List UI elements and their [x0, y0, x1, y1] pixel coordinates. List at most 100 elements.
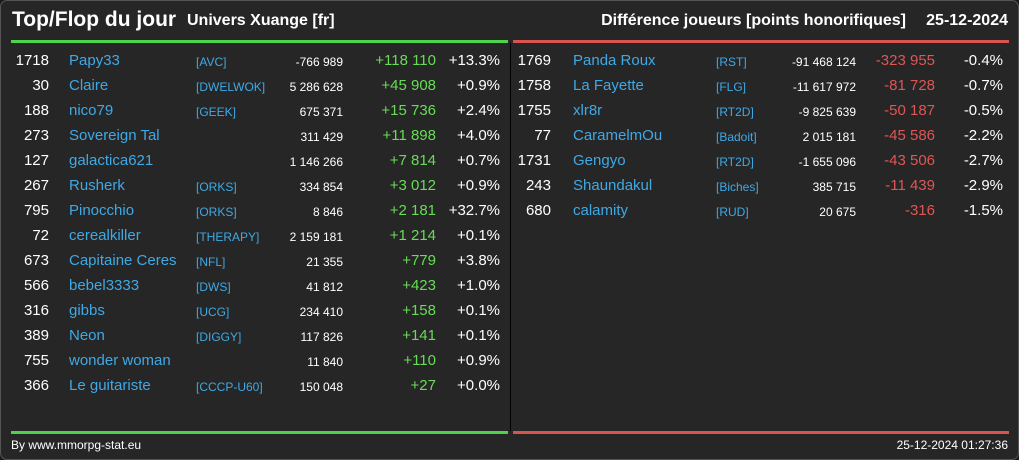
alliance-tag-link[interactable]: [ORKS] [196, 205, 237, 219]
points-difference: +11 898 [382, 127, 436, 144]
points-difference: +1 214 [389, 227, 436, 244]
player-rank: 188 [23, 102, 49, 119]
alliance-tag-link[interactable]: [DIGGY] [196, 330, 242, 344]
player-points: 675 371 [299, 105, 343, 119]
percent-change: +1.0% [457, 277, 500, 294]
flop-row: 1758 La Fayette [FLG] -11 617 972 -81 728 -0.… [513, 74, 1009, 99]
alliance-tag-link[interactable]: [Biches] [716, 180, 759, 194]
top-row: 755 wonder woman 11 840 +110 +0.9% [11, 349, 508, 374]
flop-table: 1769 Panda Roux [RST] -91 468 124 -323 955 -0… [513, 49, 1009, 224]
alliance-tag-link[interactable]: [RT2D] [716, 155, 754, 169]
points-difference: +15 736 [381, 102, 436, 119]
player-points: 334 854 [299, 180, 343, 194]
percent-change: +0.1% [457, 302, 500, 319]
player-name-link[interactable]: Capitaine Ceres [69, 252, 177, 269]
page-title: Top/Flop du jour [12, 8, 177, 31]
percent-change: -0.7% [963, 77, 1003, 94]
points-difference: +158 [402, 302, 436, 319]
column-divider [510, 43, 511, 431]
points-difference: -43 506 [884, 152, 935, 169]
points-difference: -81 728 [884, 77, 935, 94]
player-name-link[interactable]: bebel3333 [69, 277, 140, 294]
percent-change: -1.5% [963, 202, 1003, 219]
player-name-link[interactable]: Papy33 [69, 52, 120, 69]
percent-change: +3.8% [457, 252, 500, 269]
player-rank: 1769 [517, 52, 551, 69]
flop-row: 680 calamity [RUD] 20 675 -316 -1.5% [513, 199, 1009, 224]
top-row: 366 Le guitariste [CCCP-U60] 150 048 +27 +0.0… [11, 374, 508, 399]
player-name-link[interactable]: calamity [573, 202, 629, 219]
player-rank: 316 [23, 302, 49, 319]
player-name-link[interactable]: Shaundakul [573, 177, 653, 194]
player-name-link[interactable]: Sovereign Tal [69, 127, 160, 144]
alliance-tag-link[interactable]: [DWELWOK] [196, 80, 266, 94]
player-name-link[interactable]: wonder woman [69, 352, 171, 369]
alliance-tag-link[interactable]: [CCCP-U60] [196, 380, 263, 394]
player-name-link[interactable]: gibbs [69, 302, 105, 319]
alliance-tag-link[interactable]: [NFL] [196, 255, 226, 269]
player-name-link[interactable]: Pinocchio [69, 202, 135, 219]
player-points: 311 429 [300, 130, 344, 144]
percent-change: +0.9% [457, 352, 500, 369]
player-name-link[interactable]: nico79 [69, 102, 114, 119]
percent-change: +0.1% [457, 327, 500, 344]
player-name-link[interactable]: Panda Roux [573, 52, 656, 69]
percent-change: -2.9% [963, 177, 1003, 194]
player-name-link[interactable]: Le guitariste [69, 377, 151, 394]
player-points: 21 355 [306, 255, 343, 269]
points-difference: -323 955 [875, 52, 935, 69]
player-name-link[interactable]: galactica621 [69, 152, 154, 169]
player-name-link[interactable]: Gengyo [573, 152, 626, 169]
percent-change: +4.0% [457, 127, 500, 144]
player-name-link[interactable]: Claire [69, 77, 109, 94]
player-name-link[interactable]: cerealkiller [69, 227, 141, 244]
player-rank: 795 [23, 202, 49, 219]
points-difference: +7 814 [389, 152, 436, 169]
flop-row: 1755 xlr8r [RT2D] -9 825 639 -50 187 -0.5% [513, 99, 1009, 124]
player-rank: 77 [534, 127, 551, 144]
player-rank: 1758 [517, 77, 551, 94]
alliance-tag-link[interactable]: [RT2D] [716, 105, 754, 119]
alliance-tag-link[interactable]: [FLG] [716, 80, 747, 94]
player-points: 2 015 181 [802, 130, 856, 144]
percent-change: +0.1% [457, 227, 500, 244]
player-name-link[interactable]: xlr8r [573, 102, 603, 119]
alliance-tag-link[interactable]: [RUD] [716, 205, 749, 219]
alliance-tag-link[interactable]: [RST] [716, 55, 747, 69]
percent-change: -0.5% [963, 102, 1003, 119]
player-name-link[interactable]: Rusherk [69, 177, 125, 194]
alliance-tag-link[interactable]: [GEEK] [196, 105, 237, 119]
alliance-tag-link[interactable]: [ORKS] [196, 180, 237, 194]
alliance-tag-link[interactable]: [UCG] [196, 305, 230, 319]
points-difference: +779 [402, 252, 436, 269]
flop-row: 1731 Gengyo [RT2D] -1 655 096 -43 506 -2.7% [513, 149, 1009, 174]
points-difference: +118 110 [375, 52, 436, 69]
top-row: 316 gibbs [UCG] 234 410 +158 +0.1% [11, 299, 508, 324]
player-name-link[interactable]: CaramelmOu [573, 127, 663, 144]
percent-change: +32.7% [448, 202, 500, 219]
player-name-link[interactable]: La Fayette [573, 77, 644, 94]
points-difference: +2 181 [389, 202, 436, 219]
player-points: -1 655 096 [798, 155, 856, 169]
player-points: -91 468 124 [791, 55, 856, 69]
flop-row: 243 Shaundakul [Biches] 385 715 -11 439 -2.9% [513, 174, 1009, 199]
points-difference: -11 439 [885, 177, 935, 194]
player-rank: 127 [23, 152, 49, 169]
alliance-tag-link[interactable]: [Badoit] [716, 130, 757, 144]
flop-footer-bar [513, 431, 1009, 434]
player-rank: 366 [23, 377, 49, 394]
player-points: 11 840 [307, 355, 343, 369]
percent-change: +2.4% [457, 102, 500, 119]
player-points: -9 825 639 [798, 105, 856, 119]
points-difference: +27 [410, 377, 436, 394]
player-rank: 389 [23, 327, 49, 344]
top-row: 72 cerealkiller [THERAPY] 2 159 181 +1 214 +0… [11, 224, 508, 249]
percent-change: +0.0% [457, 377, 500, 394]
top-row: 273 Sovereign Tal 311 429 +11 898 +4.0% [11, 124, 508, 149]
alliance-tag-link[interactable]: [AVC] [196, 55, 227, 69]
player-name-link[interactable]: Neon [69, 327, 105, 344]
alliance-tag-link[interactable]: [THERAPY] [196, 230, 260, 244]
alliance-tag-link[interactable]: [DWS] [196, 280, 231, 294]
source-credit: By www.mmorpg-stat.eu [11, 438, 142, 452]
